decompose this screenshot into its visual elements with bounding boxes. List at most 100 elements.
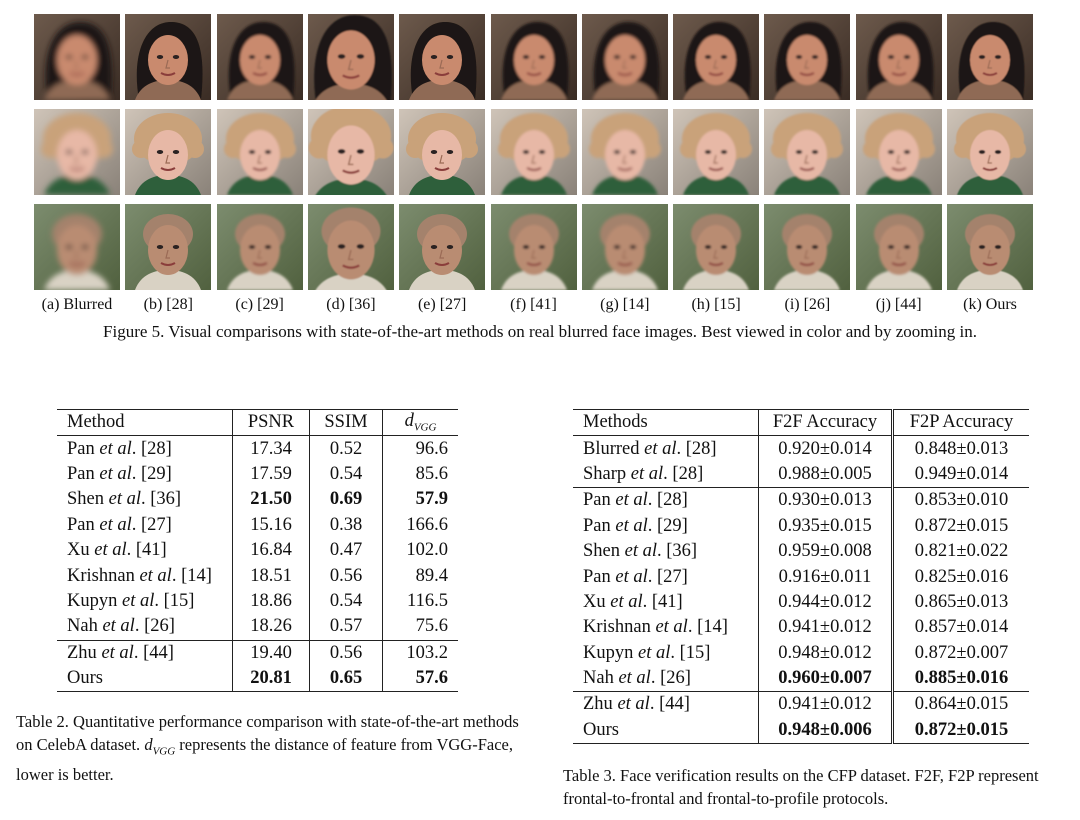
table-row: Pan et al. [29] 0.935±0.015 0.872±0.015 [573,513,1029,539]
dvgg-value: 166.6 [382,512,458,538]
face-thumbnail-graphic [307,14,394,100]
f2f-accuracy: 0.916±0.011 [758,564,893,590]
f2f-accuracy: 0.959±0.008 [758,538,893,565]
psnr-value: 16.84 [232,537,310,564]
table-3-caption: Table 3. Face verification results on th… [563,766,1039,808]
figure-row [34,14,1034,100]
method-name: Pan et al. [27] [67,514,172,535]
table-row: Xu et al. [41] 16.84 0.47 102.0 [57,537,458,564]
method-name: Zhu et al. [44] [573,691,759,718]
table-row: Pan et al. [27] 0.916±0.011 0.825±0.016 [573,564,1029,590]
f2p-accuracy: 0.821±0.022 [891,538,1029,565]
table-row: Kupyn et al. [15] 0.948±0.012 0.872±0.007 [573,640,1029,666]
method-name: Krishnan et al. [14] [67,565,212,586]
face-thumbnail [490,14,577,100]
face-thumbnail-graphic [490,109,577,195]
f2f-accuracy: 0.948±0.012 [758,640,893,666]
face-thumbnail-graphic [216,109,303,195]
method-name: Ours [67,668,103,689]
table-row: Pan et al. [27] 15.16 0.38 166.6 [57,512,458,538]
face-thumbnail [490,204,577,290]
face-thumbnail-graphic [125,14,212,100]
table-3-header: Methods F2F Accuracy F2P Accuracy [573,409,1029,437]
face-thumbnail-graphic [581,14,668,100]
f2p-accuracy: 0.848±0.013 [891,435,1029,462]
t2-header-psnr: PSNR [232,409,310,437]
method-name: Xu et al. [41] [583,591,683,612]
f2p-accuracy: 0.885±0.016 [891,665,1029,692]
f2f-accuracy: 0.930±0.013 [758,487,893,514]
f2f-accuracy: 0.941±0.012 [758,691,893,718]
t2-header-dvgg-sub: VGG [413,422,437,435]
dvgg-value: 85.6 [382,461,458,488]
f2f-accuracy: 0.941±0.012 [758,615,893,641]
method-name: Nah et al. [26] [583,668,691,689]
ssim-value: 0.69 [309,487,383,513]
face-thumbnail [399,204,486,290]
face-thumbnail-graphic [34,14,120,100]
method-name: Sharp et al. [28] [583,463,704,484]
face-thumbnail-graphic [855,109,942,195]
face-thumbnail-graphic [399,109,486,195]
dvgg-value: 103.2 [382,639,458,666]
dvgg-value: 75.6 [382,614,458,641]
figure-subcaption: (i) [26] [784,296,831,313]
method-name: Nah et al. [26] [67,616,175,637]
psnr-value: 18.26 [232,614,310,641]
face-thumbnail-graphic [764,109,851,195]
face-thumbnail [764,204,851,290]
face-thumbnail [34,109,120,195]
face-thumbnail [125,204,212,290]
dvgg-value: 57.6 [382,665,458,692]
face-thumbnail-graphic [307,109,394,195]
figure-row [34,204,1034,290]
f2f-accuracy: 0.988±0.005 [758,461,893,488]
face-thumbnail-graphic [216,14,303,100]
f2f-accuracy: 0.920±0.014 [758,435,893,462]
f2p-accuracy: 0.857±0.014 [891,615,1029,641]
psnr-value: 21.50 [232,487,310,513]
face-thumbnail-graphic [673,109,760,195]
t2-header-dvgg: dVGG [382,409,458,437]
method-name: Blurred et al. [28] [583,438,717,459]
method-name: Pan et al. [29] [67,463,172,484]
dvgg-value: 102.0 [382,537,458,564]
table-row: Shen et al. [36] 21.50 0.69 57.9 [57,487,458,513]
table-3-body: Blurred et al. [28] 0.920±0.014 0.848±0.01… [573,435,1029,744]
f2p-accuracy: 0.949±0.014 [891,461,1029,488]
figure-subcaption: (h) [15] [691,296,741,313]
face-thumbnail-graphic [673,14,760,100]
face-thumbnail-graphic [581,204,668,290]
face-thumbnail [673,204,760,290]
face-thumbnail-graphic [34,109,120,195]
table-row: Blurred et al. [28] 0.920±0.014 0.848±0.01… [573,435,1029,462]
face-thumbnail-graphic [855,14,942,100]
figure-5-caption: Figure 5. Visual comparisons with state-… [103,322,977,341]
method-name: Pan et al. [28] [67,438,172,459]
t2-caption-math-base: d [144,735,153,754]
face-thumbnail [764,109,851,195]
face-thumbnail [673,109,760,195]
t3-header-f2f: F2F Accuracy [758,409,893,437]
psnr-value: 20.81 [232,665,310,692]
table-2-header: Method PSNR SSIM dVGG [57,409,458,437]
method-name: Shen et al. [36] [67,489,182,510]
face-thumbnail-graphic [673,204,760,290]
ssim-value: 0.54 [309,588,383,615]
face-thumbnail [125,14,212,100]
dvgg-value: 96.6 [382,435,458,462]
t2-header-method: Method [57,409,233,437]
ssim-value: 0.65 [309,665,383,692]
psnr-value: 17.34 [232,435,310,462]
table-row: Ours 0.948±0.006 0.872±0.015 [573,717,1029,744]
face-thumbnail [947,109,1033,195]
method-name: Pan et al. [28] [573,487,759,514]
face-thumbnail-graphic [855,204,942,290]
ssim-value: 0.38 [309,512,383,538]
face-thumbnail-graphic [947,204,1033,290]
table-row: Zhu et al. [44] 0.941±0.012 0.864±0.015 [573,691,1029,718]
table-row: Xu et al. [41] 0.944±0.012 0.865±0.013 [573,589,1029,616]
face-thumbnail-graphic [490,204,577,290]
face-thumbnail [581,14,668,100]
figure-subcaption: (f) [41] [510,296,557,313]
